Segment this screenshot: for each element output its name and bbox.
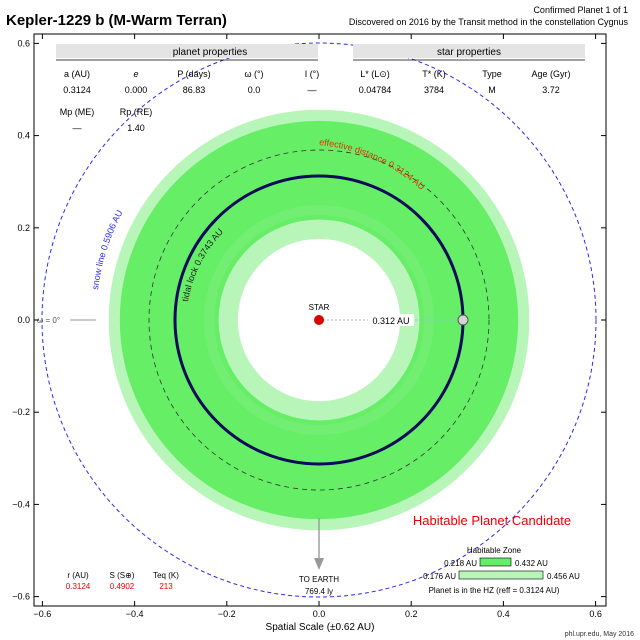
y-tick-label: −0.6 — [12, 592, 30, 602]
earth-distance: 769.4 ly — [305, 587, 333, 596]
hz-legend-status: Planet is in the HZ (reff = 0.3124 AU) — [429, 586, 560, 595]
sp-value-t: 3784 — [424, 85, 444, 95]
earth-label: TO EARTH — [299, 575, 339, 584]
bl-value-r: 0.3124 — [66, 582, 91, 591]
y-tick-label: −0.2 — [12, 407, 30, 417]
y-tick-label: 0.2 — [17, 223, 30, 233]
hz-legend-title: Habitable Zone — [467, 546, 522, 555]
distance-label: 0.312 AU — [372, 316, 409, 326]
header-line-1: Confirmed Planet 1 of 1 — [533, 5, 628, 15]
star-properties-heading: star properties — [437, 47, 501, 58]
x-tick-label: 0.2 — [405, 609, 418, 619]
pp-value-mp: — — [73, 123, 82, 133]
hz-legend-outer-right: 0.456 AU — [547, 572, 580, 581]
hz-legend-inner-bar — [479, 557, 512, 567]
hz-legend-outer-left: 0.176 AU — [423, 572, 456, 581]
x-tick-label: 0.4 — [497, 609, 510, 619]
pp-value-omega: 0.0 — [248, 85, 261, 95]
y-tick-label: 0.4 — [17, 131, 30, 141]
chart-title: Kepler-1229 b (M-Warm Terran) — [6, 12, 227, 29]
bl-label-s: S (S⊕) — [110, 571, 135, 580]
x-tick-label: 0.6 — [589, 609, 602, 619]
pp-label-e: e — [133, 69, 138, 79]
pp-value-a: 0.3124 — [63, 85, 91, 95]
hz-legend-outer-bar — [458, 570, 544, 580]
planet-properties-band — [56, 44, 318, 58]
pp-label-p: P (days) — [177, 69, 210, 79]
hz-legend-inner-left: 0.218 AU — [444, 559, 477, 568]
bl-value-s: 0.4902 — [110, 582, 135, 591]
pp-value-i: — — [308, 85, 317, 95]
candidate-label: Habitable Planet Candidate — [413, 513, 571, 528]
x-axis-label: Spatial Scale (±0.62 AU) — [266, 622, 375, 633]
bl-label-teq: Teq (K) — [153, 571, 179, 580]
sp-label-l: L* (L⊙) — [360, 69, 390, 79]
pp-label-a: a (AU) — [64, 69, 90, 79]
pp-label-rp: Rp (RE) — [120, 107, 153, 117]
y-tick-label: −0.4 — [12, 499, 30, 509]
planet-properties-heading: planet properties — [173, 47, 248, 58]
planet-marker — [457, 314, 469, 326]
sp-value-l: 0.04784 — [359, 85, 392, 95]
sp-label-t: T* (K) — [422, 69, 446, 79]
distance-label-bg — [368, 314, 414, 326]
star-label: STAR — [309, 303, 330, 312]
hz-legend-inner-right: 0.432 AU — [515, 559, 548, 568]
x-tick-label: −0.2 — [218, 609, 236, 619]
y-tick-label: 0.6 — [17, 38, 30, 48]
y-tick-label: 0.0 — [17, 315, 30, 325]
credit: phl.upr.edu, May 2016 — [565, 631, 634, 638]
header-line-2: Discovered on 2016 by the Transit method… — [349, 17, 629, 27]
pp-value-e: 0.000 — [125, 85, 148, 95]
pp-label-i: I (°) — [305, 69, 320, 79]
sp-label-type: Type — [482, 69, 502, 79]
hz-ring — [119, 120, 519, 520]
sp-value-age: 3.72 — [542, 85, 560, 95]
pp-label-mp: Mp (ME) — [60, 107, 95, 117]
snow-line — [41, 42, 597, 598]
x-tick-label: −0.4 — [126, 609, 144, 619]
omega-label: ω = 0° — [37, 316, 60, 325]
x-tick-label: −0.6 — [34, 609, 52, 619]
star-marker — [314, 315, 324, 325]
earth-arrow-head — [314, 558, 324, 570]
pp-value-p: 86.83 — [183, 85, 206, 95]
bl-label-r: r (AU) — [67, 571, 89, 580]
pp-value-rp: 1.40 — [127, 123, 145, 133]
star-properties-band — [353, 44, 585, 58]
x-tick-label: 0.0 — [313, 609, 326, 619]
pp-label-omega: ω (°) — [244, 69, 263, 79]
tidal-lock-circle — [148, 149, 490, 491]
sp-label-age: Age (Gyr) — [531, 69, 570, 79]
bl-value-teq: 213 — [159, 582, 173, 591]
axis-ticks: −0.6 −0.6 −0.4 −0.4 −0.2 −0.2 0.0 0.0 0.2 0.2 0.4 0… — [12, 34, 606, 619]
sp-value-type: M — [488, 85, 496, 95]
